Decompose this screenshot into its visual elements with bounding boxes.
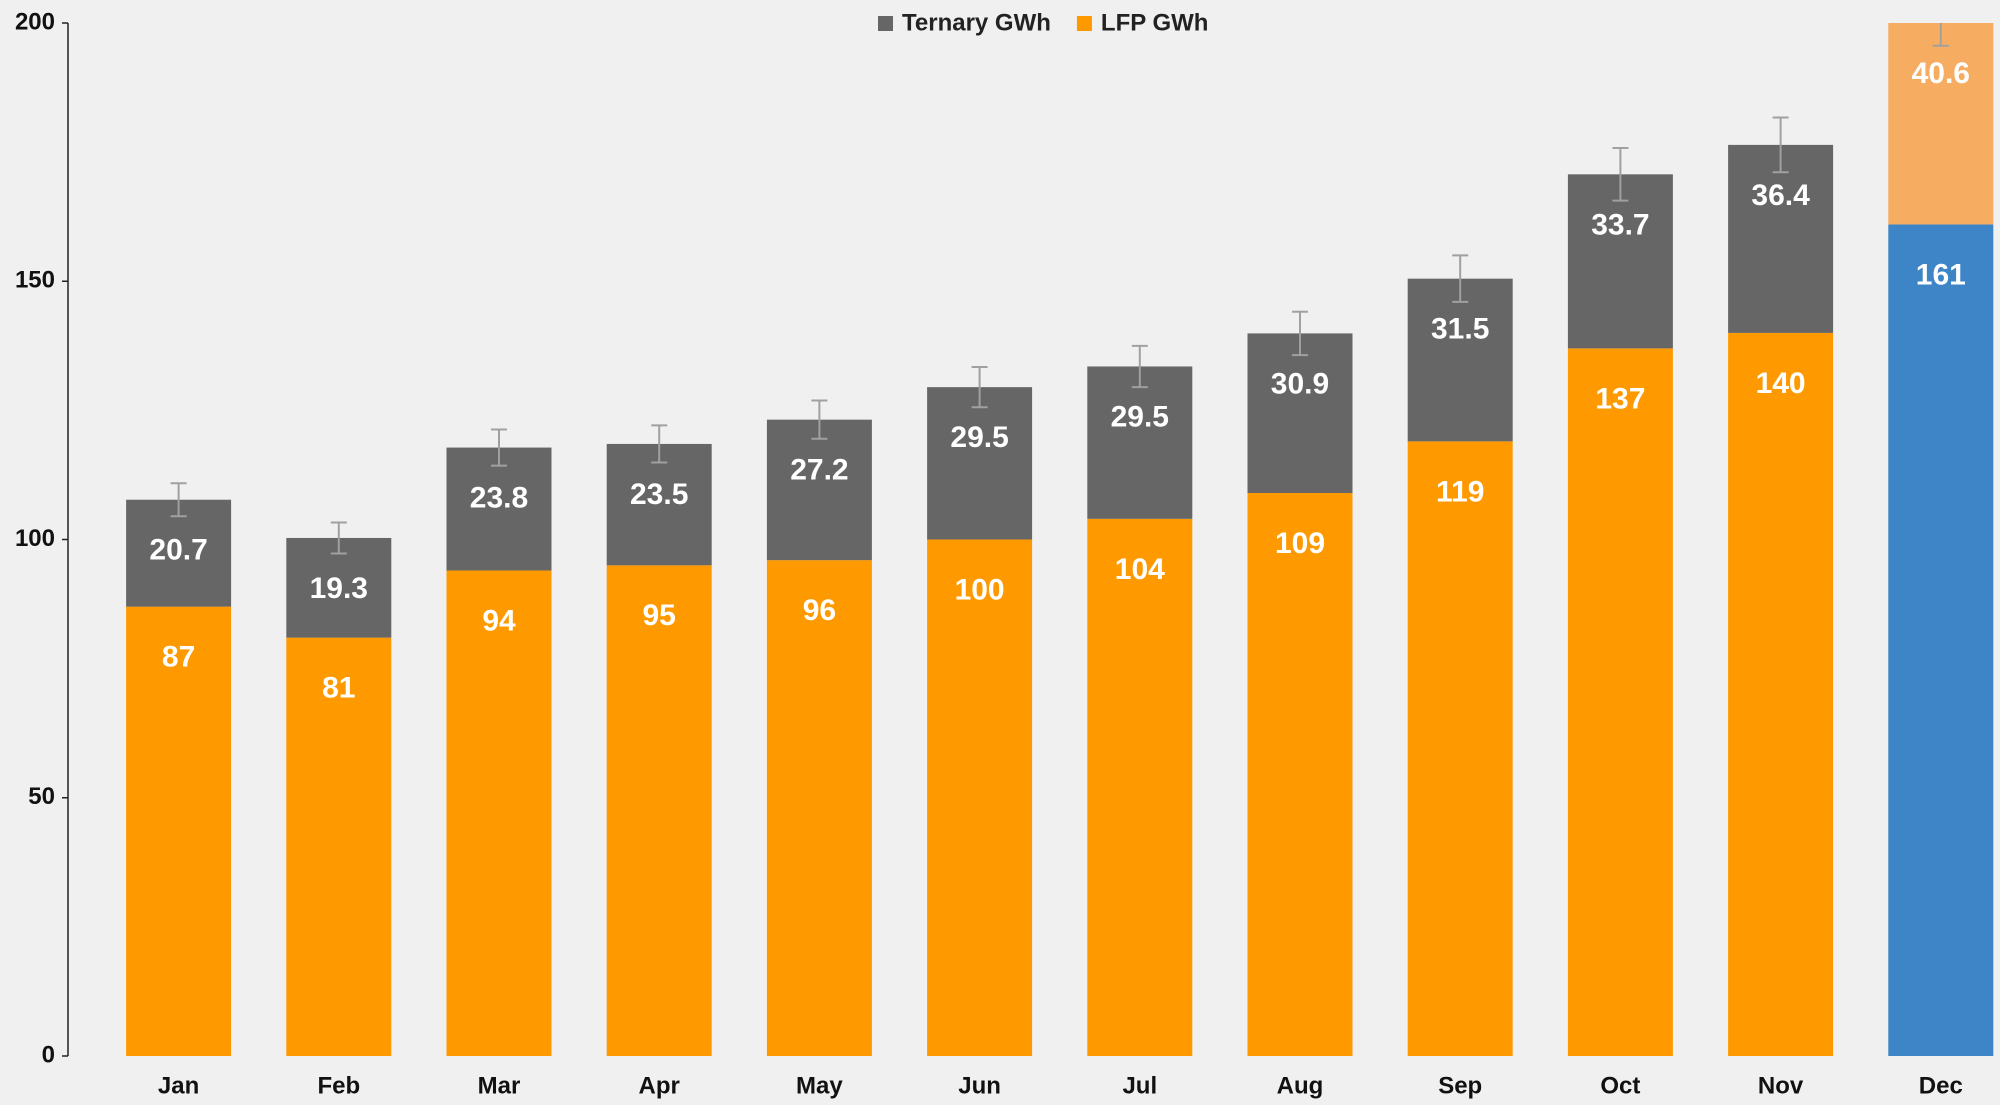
- error-bar: [971, 365, 988, 409]
- y-tick-label: 200: [15, 8, 55, 35]
- x-tick-label: Mar: [478, 1072, 521, 1099]
- data-label: 140: [1756, 367, 1806, 400]
- x-tick-label: Jun: [958, 1072, 1001, 1099]
- bar-segment: [1407, 278, 1513, 442]
- bar-segment: [606, 565, 712, 1056]
- y-tick-label: 0: [42, 1041, 55, 1068]
- error-bar: [491, 428, 507, 467]
- y-tick-label: 100: [15, 525, 55, 552]
- data-label: 95: [643, 599, 676, 632]
- data-label: 27.2: [790, 454, 848, 487]
- data-label: 109: [1275, 527, 1325, 560]
- bar-segment: [1888, 224, 1994, 1056]
- bar-segment: [927, 539, 1033, 1056]
- error-bar: [1612, 146, 1629, 202]
- data-label: 94: [482, 604, 516, 637]
- data-label: 20.7: [149, 534, 207, 567]
- legend-swatch: [878, 16, 893, 31]
- bar-segment: [766, 560, 872, 1056]
- bar-segment: [1728, 144, 1834, 333]
- data-label: 87: [162, 641, 195, 674]
- data-label: 81: [322, 672, 355, 705]
- error-bar: [1452, 254, 1469, 303]
- data-label: 137: [1595, 382, 1645, 415]
- bar-segment: [1087, 366, 1193, 519]
- data-label: 30.9: [1271, 367, 1329, 400]
- bar-segment: [1567, 348, 1673, 1056]
- data-label: 36.4: [1751, 179, 1810, 212]
- error-bar: [1131, 344, 1148, 389]
- x-tick-label: Oct: [1600, 1072, 1640, 1099]
- data-label: 104: [1115, 553, 1165, 586]
- data-label: 161: [1916, 258, 1966, 291]
- bar-segment: [126, 499, 232, 607]
- x-tick-label: Apr: [639, 1072, 680, 1099]
- bar-segment: [927, 387, 1033, 540]
- y-tick-label: 50: [28, 783, 55, 810]
- data-label: 23.5: [630, 478, 688, 511]
- data-label: 29.5: [950, 421, 1008, 454]
- data-label: 23.8: [470, 481, 528, 514]
- data-label: 19.3: [310, 572, 368, 605]
- x-tick-label: Feb: [317, 1072, 360, 1099]
- bar-segment: [766, 419, 872, 561]
- error-bar: [1932, 23, 1949, 47]
- error-bar: [811, 399, 828, 440]
- plot-area: 87 20.7 81 19.3 94 23.8 95 23.5 96 27.2 100 29.5 104…: [126, 23, 1994, 1056]
- bar-segment: [1087, 518, 1193, 1056]
- bar-segment: [1247, 333, 1353, 494]
- x-tick-label: Nov: [1758, 1072, 1804, 1099]
- legend-label: Ternary GWh: [902, 9, 1051, 36]
- bar-segment: [126, 606, 232, 1056]
- error-bar: [651, 424, 668, 464]
- bar-segment: [1888, 23, 1994, 225]
- data-label: 40.6: [1912, 57, 1970, 90]
- x-tick-label: Dec: [1919, 1072, 1963, 1099]
- x-tick-label: Sep: [1438, 1072, 1482, 1099]
- x-tick-label: Aug: [1277, 1072, 1324, 1099]
- bar-segment: [606, 443, 712, 566]
- bar-segment: [1728, 332, 1834, 1056]
- legend-label: LFP GWh: [1101, 9, 1209, 36]
- error-bar: [1772, 116, 1789, 174]
- bar-segment: [286, 637, 392, 1056]
- data-label: 96: [803, 594, 836, 627]
- bar-segment: [286, 537, 392, 638]
- y-tick-label: 150: [15, 267, 55, 294]
- error-bar: [170, 482, 187, 518]
- x-tick-label: May: [796, 1072, 843, 1099]
- data-label: 29.5: [1111, 400, 1169, 433]
- bar-segment: [1407, 441, 1513, 1056]
- x-tick-label: Jul: [1122, 1072, 1157, 1099]
- bar-segment: [1567, 174, 1673, 349]
- data-label: 33.7: [1591, 208, 1649, 241]
- x-tick-label: Jan: [158, 1072, 199, 1099]
- legend-swatch: [1076, 16, 1092, 31]
- error-bar: [330, 521, 347, 555]
- error-bar: [1292, 310, 1308, 357]
- data-label: 119: [1436, 475, 1484, 508]
- bar-segment: [1247, 493, 1353, 1056]
- bar-segment: [446, 570, 552, 1056]
- data-label: 100: [955, 573, 1005, 606]
- bar-segment: [446, 447, 552, 571]
- data-label: 31.5: [1431, 313, 1489, 346]
